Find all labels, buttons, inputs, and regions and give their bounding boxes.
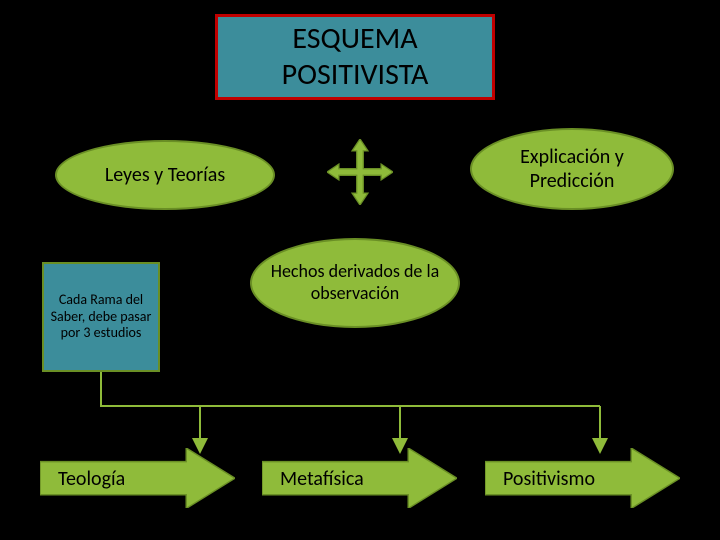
note-rama-saber: Cada Rama del Saber, debe pasar por 3 es… (42, 262, 160, 372)
arrow-teologia: Teología (40, 448, 235, 510)
four-way-arrow-icon (327, 139, 393, 205)
oval-hechos-observacion: Hechos derivados de la observación (250, 238, 460, 328)
arrow-positivismo-label: Positivismo (503, 467, 595, 491)
note-text: Cada Rama del Saber, debe pasar por 3 es… (48, 292, 154, 342)
arrow-metafisica-label: Metafísica (280, 467, 364, 491)
arrow-metafisica: Metafísica (262, 448, 457, 510)
title-box: ESQUEMA POSITIVISTA (215, 14, 495, 100)
arrow-teologia-label: Teología (58, 467, 125, 491)
title-text: ESQUEMA POSITIVISTA (218, 21, 492, 93)
oval-explic-label: Explicación y Predicción (486, 145, 658, 193)
arrow-positivismo: Positivismo (485, 448, 680, 510)
oval-leyes-label: Leyes y Teorías (105, 163, 225, 187)
oval-leyes-teorias: Leyes y Teorías (55, 140, 275, 210)
oval-explicacion-prediccion: Explicación y Predicción (470, 128, 674, 210)
oval-hechos-label: Hechos derivados de la observación (266, 261, 444, 304)
